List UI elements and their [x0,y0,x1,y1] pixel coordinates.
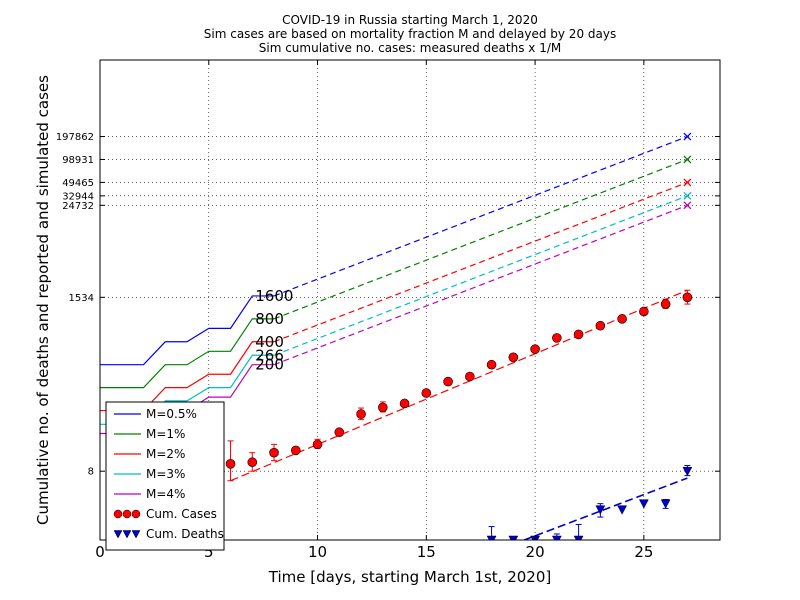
case-point-17 [595,320,606,331]
y-tick-label-6: 197862 [56,132,94,143]
case-point-21 [682,292,693,303]
death-point-1 [508,535,519,540]
case-point-4 [312,439,323,450]
death-point-6 [617,505,628,515]
case-point-15 [552,333,562,343]
legend-box [105,401,225,551]
legend-label-2: M=2% [146,447,185,461]
series-0-dashed-line [273,135,688,297]
legend-label-0: M=0.5% [146,407,197,421]
death-point-9 [682,466,693,477]
case-point-5 [334,427,345,438]
case-point-10 [443,376,453,387]
y-tick-label-2: 24732 [62,201,94,212]
x-axis-label: Time [days, starting March 1st, 2020] [268,568,551,586]
series-0-value-label: 1600 [255,287,293,305]
x-tick-label-2: 10 [308,543,327,561]
chart-title-line-2: Sim cases are based on mortality fractio… [204,27,616,41]
legend-label-1: M=1% [146,427,185,441]
case-point-1 [247,457,258,468]
death-point-7 [638,499,649,509]
legend-deaths-marker-2 [131,530,141,539]
series-2-value-label: 400 [255,333,284,351]
legend-deaths-marker-1 [122,530,132,539]
cases-fit-line [230,289,688,482]
legend-cases-marker-1 [122,509,132,519]
legend-cases-marker-0 [113,509,123,519]
y-tick-label-3: 32944 [62,191,94,202]
y-axis-label: Cumulative no. of deaths and reported an… [34,75,52,525]
case-point-13 [508,352,519,363]
case-point-8 [399,398,410,409]
series-1-dashed-line [273,158,688,320]
x-tick-label-0: 0 [95,543,105,561]
points-layer [225,289,693,540]
legend-label-4: M=4% [146,487,185,501]
case-point-16 [573,329,584,340]
case-point-18 [617,314,627,324]
legend-label-3: M=3% [146,467,185,481]
series-4-value-label: 200 [255,356,284,374]
series-3-value-label: 266 [255,346,284,364]
death-point-8 [660,499,671,509]
series-3-dashed-line [273,195,688,356]
series-0-end-marker [683,132,692,141]
case-point-14 [530,344,540,354]
y-tick-label-1: 1534 [69,293,94,304]
chart-title-line-1: COVID-19 in Russia starting March 1, 202… [282,13,538,27]
death-point-3 [551,535,562,540]
series-0-solid-line [100,295,275,366]
x-tick-label-1: 5 [204,543,214,561]
series-1-solid-line [100,318,275,389]
death-point-4 [573,535,584,540]
case-point-2 [269,447,279,458]
deaths-fit-line [523,477,688,540]
series-layer [100,132,692,540]
legend-label-deaths: Cum. Deaths [146,527,224,541]
series-4-end-marker [683,201,692,210]
x-tick-label-5: 25 [634,543,653,561]
case-point-11 [465,371,475,382]
case-point-9 [421,388,432,398]
legend-label-cases: Cum. Cases [146,507,217,521]
legend-cases-marker-2 [131,509,141,519]
series-2-dashed-line [273,181,688,343]
x-tick-label-3: 15 [417,543,436,561]
y-tick-label-5: 98931 [62,155,94,166]
case-point-12 [486,359,497,370]
case-point-19 [639,306,649,317]
series-4-dashed-line [273,204,688,366]
grid [100,60,720,540]
case-point-7 [378,402,388,413]
y-tick-label-0: 8 [88,467,94,478]
case-point-20 [660,299,671,309]
plot-frame [99,59,721,541]
legend-deaths-marker-0 [113,530,123,539]
y-tick-label-4: 49465 [62,178,94,189]
series-1-value-label: 800 [255,310,284,328]
case-point-6 [356,409,366,419]
case-point-0 [225,459,236,469]
x-tick-label-4: 20 [526,543,545,561]
series-3-end-marker [683,191,692,200]
series-1-end-marker [683,155,692,164]
death-point-0 [486,535,497,540]
series-2-end-marker [683,178,692,187]
case-point-3 [290,445,301,456]
legend: M=0.5% M=1% M=2% M=3% M=4% Cum. Cases Cum. Dea… [105,401,225,551]
chart-title-line-3: Sim cumulative no. cases: measured death… [259,41,561,55]
death-point-5 [595,505,606,515]
